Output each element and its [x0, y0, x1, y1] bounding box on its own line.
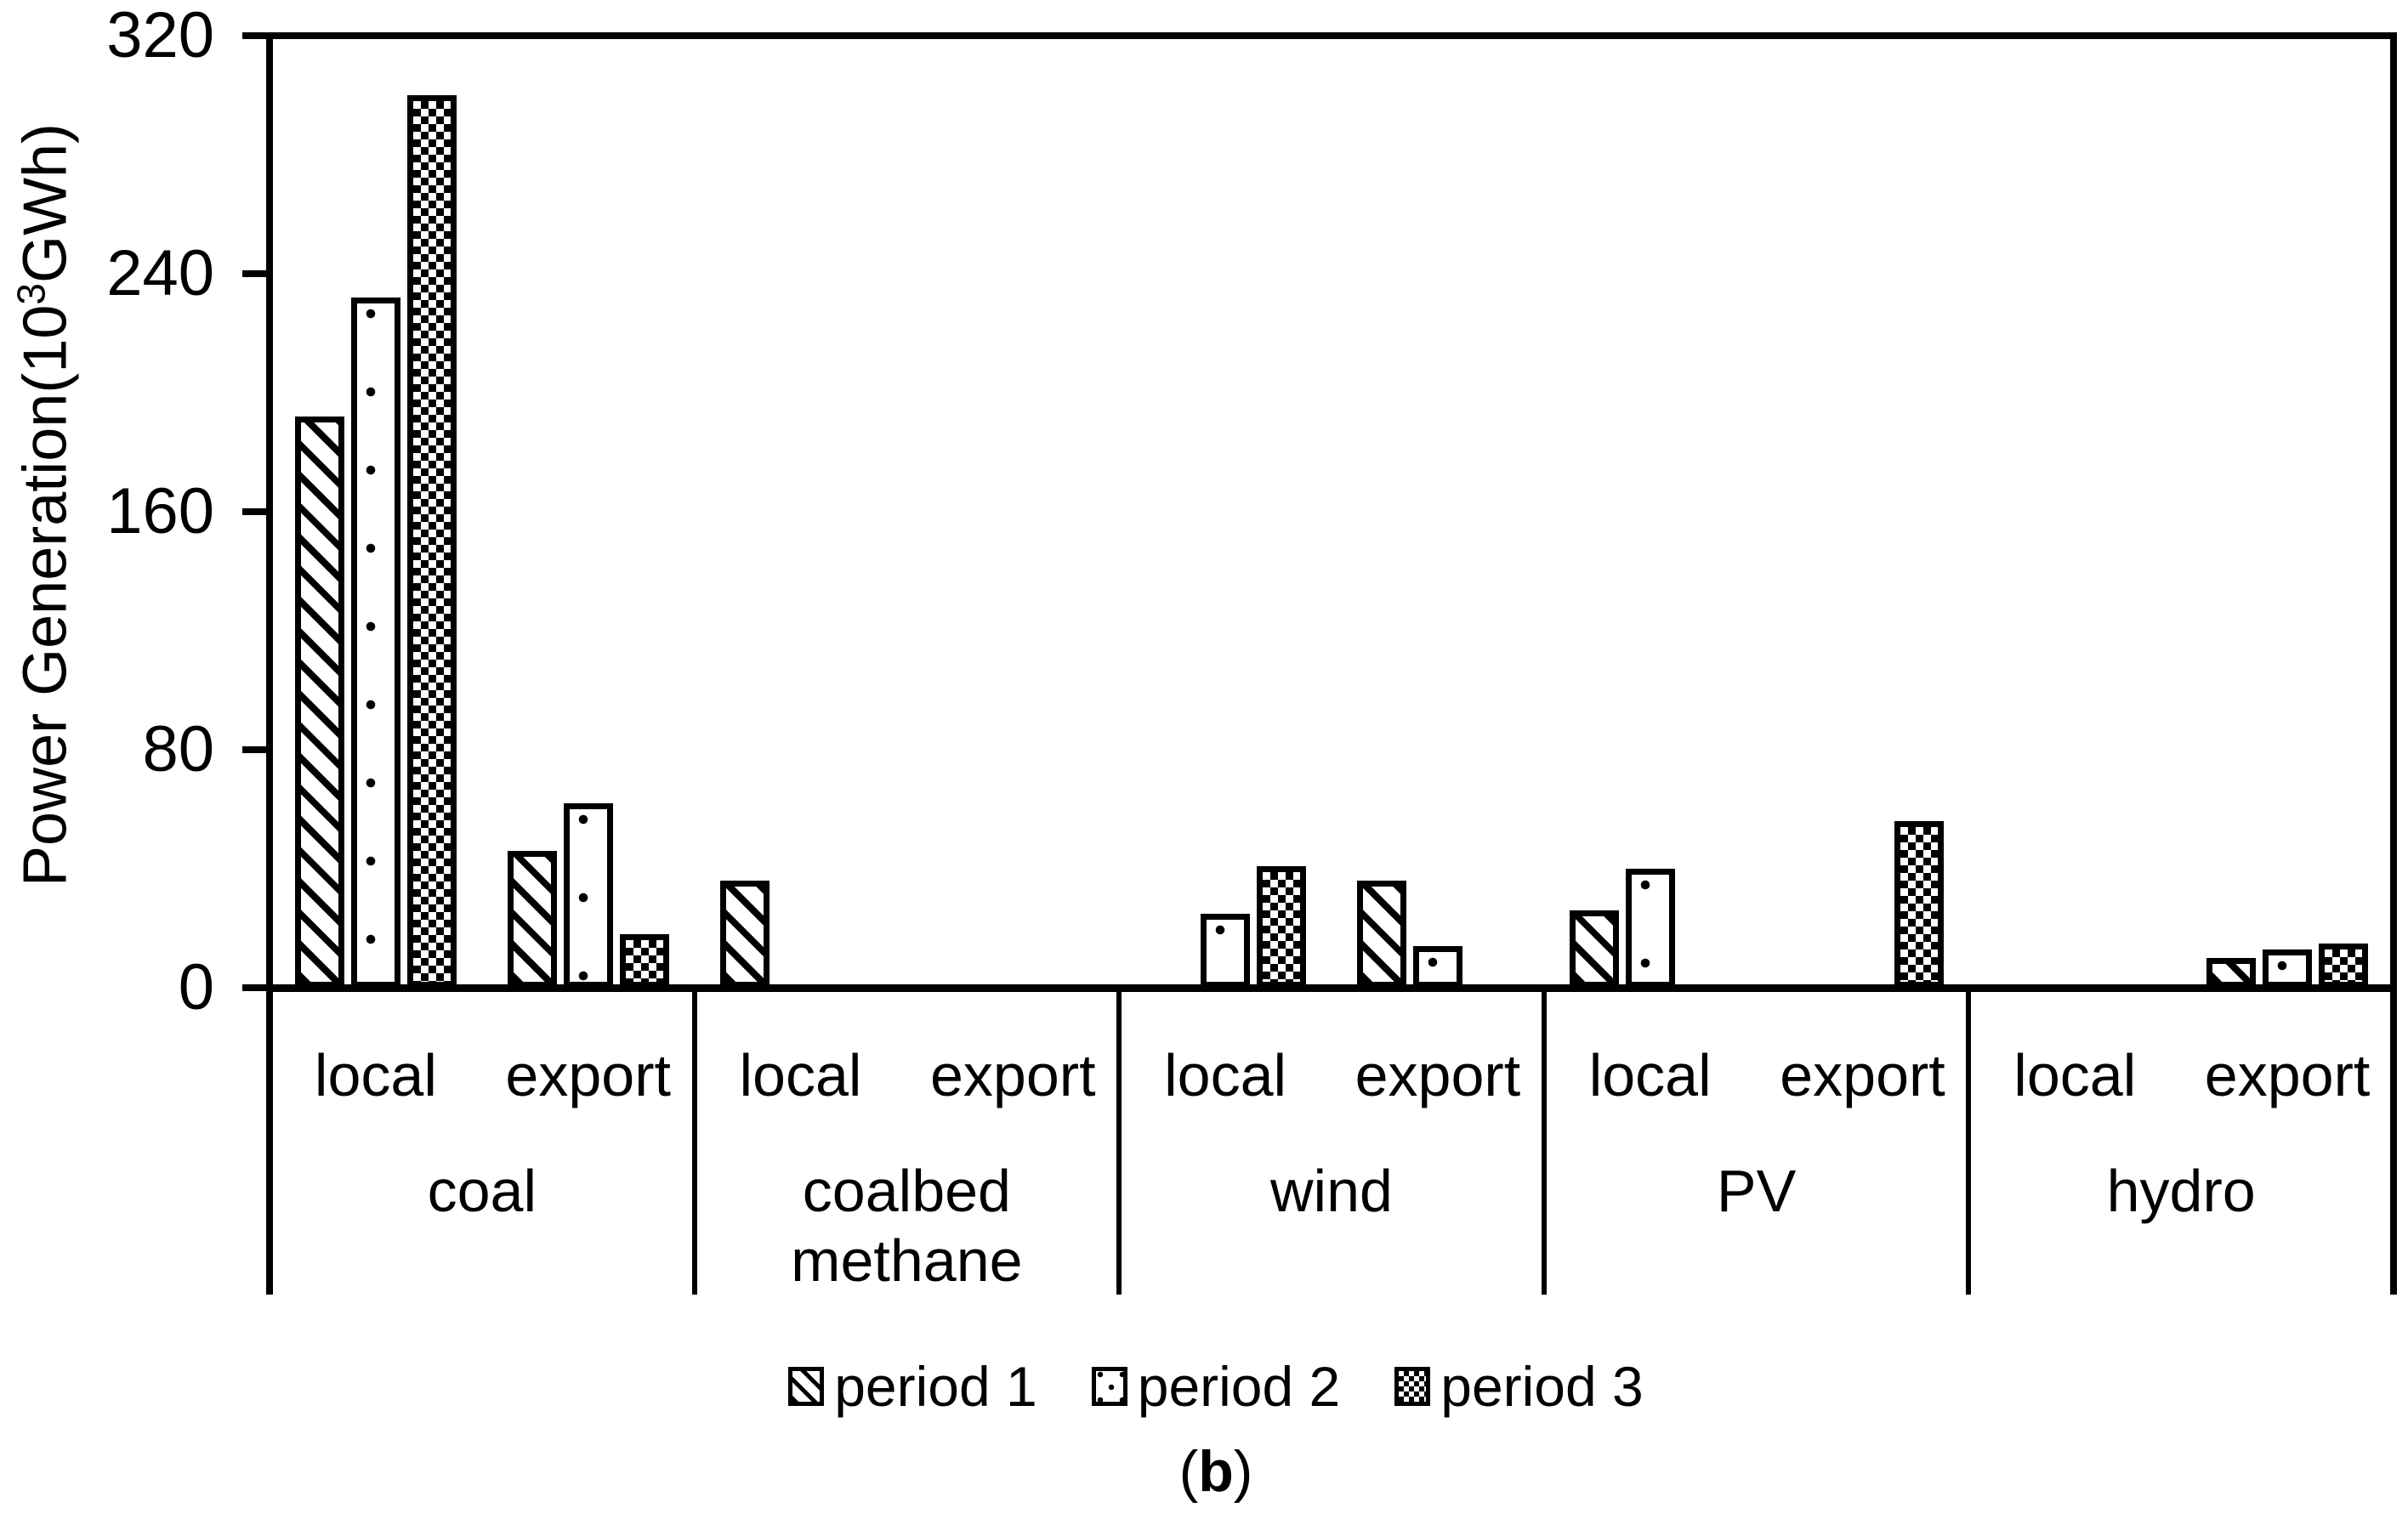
legend-swatch-dots-icon	[1091, 1367, 1127, 1406]
subcat-label-hydro-local: local	[2013, 1042, 2137, 1108]
x-group-separator	[1541, 988, 1547, 1295]
subcat-label-hydro-export: export	[2204, 1042, 2371, 1108]
subcat-label-PV-local: local	[1588, 1042, 1712, 1108]
bar-hydro-export-period-1	[2206, 958, 2257, 988]
x-group-separator	[691, 988, 697, 1295]
legend-label-period-3: period 3	[1440, 1355, 1644, 1418]
y-tick-label-80: 80	[142, 713, 214, 785]
group-label-coal: coal	[427, 1158, 537, 1224]
y-tick-label-160: 160	[106, 475, 214, 547]
x-axis-line	[266, 984, 2397, 992]
bar-coal-export-period-1	[507, 851, 557, 988]
y-tick-label-240: 240	[106, 237, 214, 309]
y-tick-label-0: 0	[178, 951, 214, 1023]
caption-close-paren: )	[1233, 1439, 1253, 1504]
subcat-label-coal-export: export	[505, 1042, 671, 1108]
legend-swatch-diagonal-icon	[788, 1367, 825, 1406]
subcat-label-wind-export: export	[1354, 1042, 1521, 1108]
caption-letter: b	[1198, 1439, 1234, 1504]
legend-label-period-1: period 1	[834, 1355, 1037, 1418]
bar-wind-local-period-3	[1257, 865, 1307, 988]
y-axis-line	[266, 32, 273, 1295]
subcat-label-PV-export: export	[1780, 1042, 1945, 1108]
y-tick-mark-160	[242, 508, 268, 515]
bar-wind-local-period-2	[1201, 913, 1251, 988]
plot-frame-top	[266, 32, 2397, 39]
group-label-coalbed-methane: coalbed methane	[791, 1158, 1023, 1294]
group-label-wind: wind	[1270, 1158, 1393, 1224]
y-axis-title-text: Power Generation(10	[11, 304, 80, 887]
legend-label-period-2: period 2	[1137, 1355, 1341, 1418]
bar-hydro-export-period-2	[2263, 949, 2313, 988]
bar-coal-export-period-3	[619, 934, 669, 988]
figure-caption: (b)	[0, 1438, 2408, 1505]
legend-swatch-checker-icon	[1394, 1367, 1431, 1406]
subcat-label-coal-local: local	[314, 1042, 437, 1108]
bar-wind-export-period-1	[1356, 881, 1406, 988]
subcat-label-wind-local: local	[1164, 1042, 1287, 1108]
y-tick-mark-240	[242, 270, 268, 277]
bar-coalbed-methane-local-period-1	[719, 881, 770, 988]
bar-PV-local-period-2	[1625, 869, 1675, 988]
group-label-hydro: hydro	[2106, 1158, 2256, 1224]
caption-open-paren: (	[1178, 1439, 1199, 1504]
plot-frame-right	[2390, 32, 2397, 1295]
bar-coal-local-period-3	[406, 95, 457, 988]
group-label-PV: PV	[1716, 1158, 1797, 1224]
bar-coal-local-period-2	[350, 298, 400, 988]
y-tick-mark-320	[242, 32, 268, 39]
subcat-label-coalbed-methane-export: export	[930, 1042, 1096, 1108]
bar-hydro-export-period-3	[2319, 943, 2369, 988]
bar-PV-export-period-3	[1894, 821, 1944, 988]
y-tick-mark-0	[242, 984, 268, 991]
legend-item-period-3: period 3	[1394, 1357, 1644, 1416]
y-tick-mark-80	[242, 746, 268, 753]
legend-item-period-1: period 1	[788, 1357, 1037, 1416]
subcat-label-coalbed-methane-local: local	[739, 1042, 862, 1108]
legend-item-period-2: period 2	[1091, 1355, 1341, 1418]
y-tick-label-320: 320	[106, 0, 214, 71]
bar-coal-local-period-1	[294, 417, 344, 988]
x-group-separator	[1116, 988, 1122, 1295]
x-group-separator	[1966, 988, 1972, 1295]
bar-coal-export-period-2	[563, 803, 613, 988]
legend: period 1 period 2 period 3	[0, 1357, 2408, 1416]
bar-PV-local-period-1	[1569, 910, 1619, 988]
bar-wind-export-period-2	[1412, 946, 1462, 988]
